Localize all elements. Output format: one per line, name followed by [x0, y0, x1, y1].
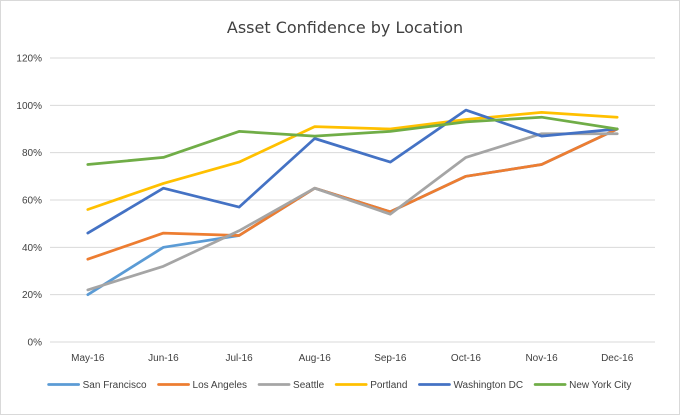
x-tick-label: Aug-16: [299, 353, 332, 364]
gridlines: [50, 57, 655, 343]
y-tick-label: 100%: [16, 101, 42, 112]
chart-title: Asset Confidence by Location: [227, 18, 463, 37]
x-tick-label: Jun-16: [148, 353, 179, 364]
legend-label-portland: Portland: [370, 380, 407, 391]
series-line-los-angeles: [86, 127, 619, 261]
y-tick-label: 20%: [22, 290, 42, 301]
series-line-portland: [86, 111, 619, 211]
x-tick-label: May-16: [71, 353, 105, 364]
x-tick-label: Sep-16: [374, 353, 407, 364]
y-axis-ticks: 0% 20% 40% 60% 80% 100% 120%: [16, 54, 42, 349]
y-tick-label: 120%: [16, 54, 42, 65]
series-line-san-francisco: [86, 127, 619, 297]
y-tick-label: 0%: [28, 338, 43, 349]
x-tick-label: Oct-16: [451, 353, 481, 364]
series-lines: [86, 108, 619, 297]
x-tick-label: Dec-16: [601, 353, 634, 364]
series-line-seattle: [86, 132, 619, 292]
y-tick-label: 60%: [22, 196, 42, 207]
x-tick-label: Jul-16: [225, 353, 253, 364]
y-tick-label: 40%: [22, 243, 42, 254]
legend-label-washington-dc: Washington DC: [453, 380, 523, 391]
series-line-new-york-city: [86, 115, 619, 166]
legend-label-san-francisco: San Francisco: [83, 380, 147, 391]
legend-label-new-york-city: New York City: [569, 380, 631, 391]
x-tick-label: Nov-16: [525, 353, 558, 364]
x-axis-ticks: May-16 Jun-16 Jul-16 Aug-16 Sep-16 Oct-16 Nov-…: [71, 353, 634, 364]
y-tick-label: 80%: [22, 148, 42, 159]
legend-label-los-angeles: Los Angeles: [193, 380, 248, 391]
series-line-washington-dc: [86, 108, 619, 235]
legend: San Francisco Los Angeles Seattle Portland W…: [47, 380, 631, 391]
legend-label-seattle: Seattle: [293, 380, 325, 391]
